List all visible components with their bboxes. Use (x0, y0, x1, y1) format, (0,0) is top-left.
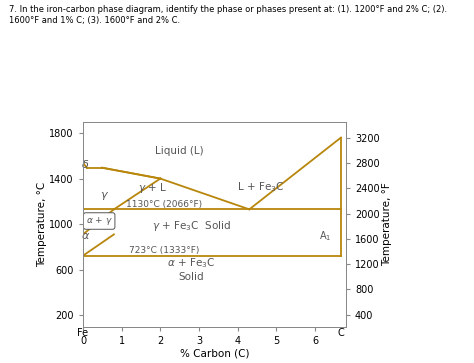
Text: L + Fe$_3$C: L + Fe$_3$C (237, 180, 284, 194)
Text: Liquid (L): Liquid (L) (155, 146, 204, 155)
Text: $\gamma$ + Fe$_3$C  Solid: $\gamma$ + Fe$_3$C Solid (152, 219, 231, 233)
Text: A$_1$: A$_1$ (319, 229, 331, 243)
Text: C: C (337, 328, 345, 338)
Text: $\gamma$: $\gamma$ (100, 190, 109, 202)
Text: 1600°F and 1% C; (3). 1600°F and 2% C.: 1600°F and 1% C; (3). 1600°F and 2% C. (9, 16, 181, 25)
Text: 723°C (1333°F): 723°C (1333°F) (129, 246, 200, 255)
Text: 7. In the iron-carbon phase diagram, identify the phase or phases present at: (1: 7. In the iron-carbon phase diagram, ide… (9, 5, 447, 15)
Text: Fe: Fe (77, 328, 89, 338)
Y-axis label: Temperature, °C: Temperature, °C (36, 182, 46, 267)
Text: $\delta$: $\delta$ (81, 158, 90, 170)
Text: 1130°C (2066°F): 1130°C (2066°F) (126, 200, 202, 209)
Y-axis label: Temperature, °F: Temperature, °F (383, 182, 392, 266)
Text: $\alpha$: $\alpha$ (82, 231, 91, 241)
X-axis label: % Carbon (C): % Carbon (C) (180, 348, 249, 359)
Text: $\gamma$ + L: $\gamma$ + L (138, 181, 167, 195)
Text: $\alpha$ + Fe$_3$C
Solid: $\alpha$ + Fe$_3$C Solid (167, 257, 215, 282)
Text: $\alpha$ + $\gamma$: $\alpha$ + $\gamma$ (86, 215, 113, 227)
